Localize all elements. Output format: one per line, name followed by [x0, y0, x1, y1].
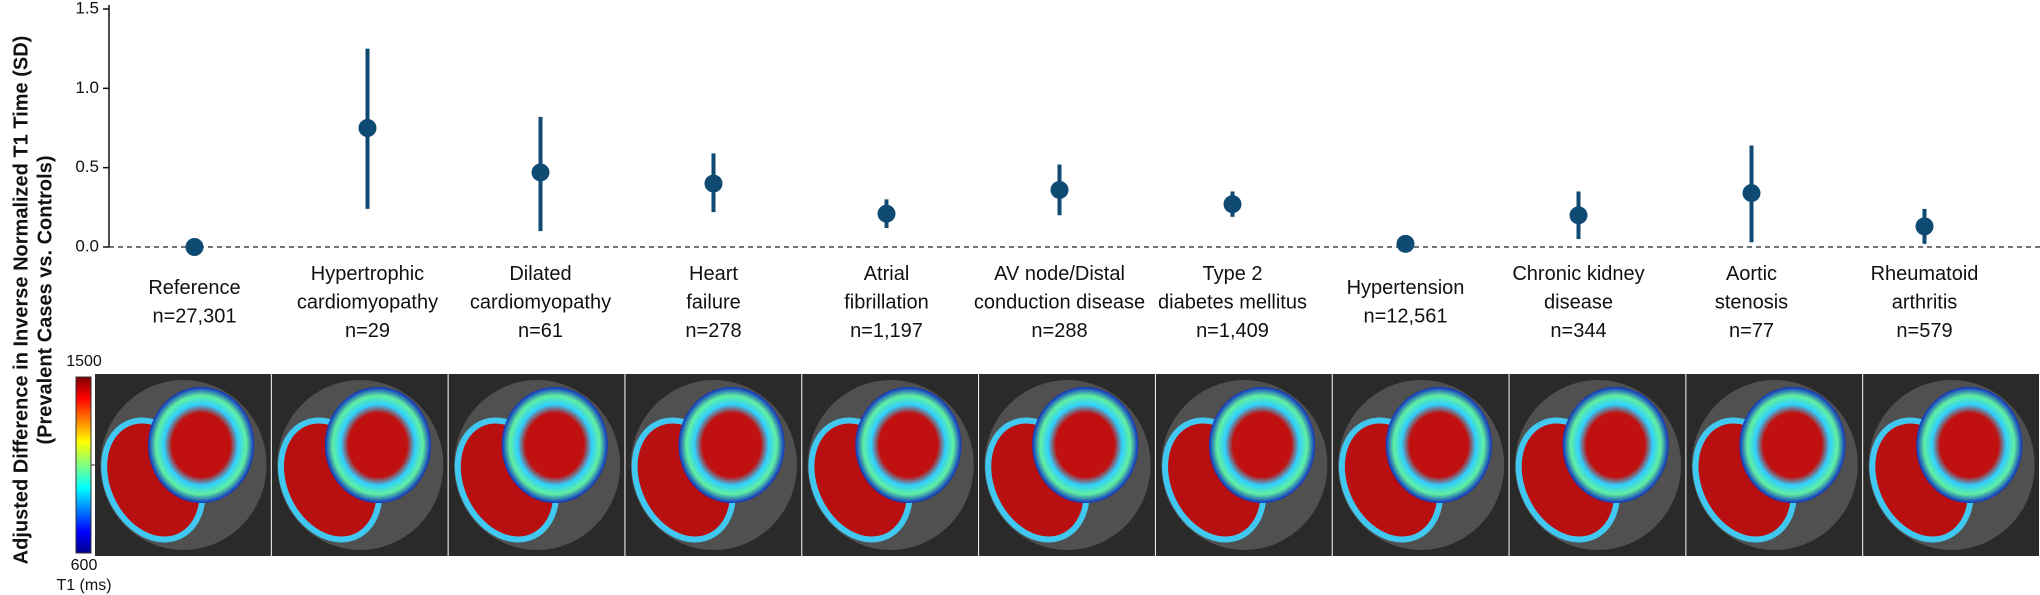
x-tick-label: n=579 — [1896, 320, 1952, 342]
colorbar-min: 600 — [71, 557, 98, 574]
lv-myocardium — [501, 387, 608, 503]
x-tick-label: disease — [1544, 291, 1613, 313]
x-tick-label: cardiomyopathy — [297, 291, 438, 313]
x-tick-label: Rheumatoid — [1871, 263, 1979, 285]
x-tick-label: n=29 — [345, 320, 390, 342]
lv-myocardium — [678, 387, 785, 503]
point-estimate — [877, 204, 896, 223]
x-tick-label: Dilated — [509, 263, 571, 285]
x-tick-label: Chronic kidney — [1512, 263, 1644, 285]
lv-myocardium — [148, 387, 255, 503]
x-tick-label: n=77 — [1729, 320, 1774, 342]
x-tick-label: Type 2 — [1202, 263, 1262, 285]
x-tick-label: n=27,301 — [153, 306, 237, 328]
x-tick-label: fibrillation — [844, 291, 928, 313]
lv-myocardium — [324, 387, 431, 503]
y-tick-label: 0.0 — [75, 236, 99, 255]
x-tick-label: Heart — [689, 263, 738, 285]
lv-myocardium — [1562, 387, 1669, 503]
x-tick-label: Hypertrophic — [311, 263, 424, 285]
point-estimate — [1396, 234, 1415, 253]
colorbar-max: 1500 — [66, 353, 102, 370]
x-tick-label: AV node/Distal — [994, 263, 1125, 285]
point-estimate — [1915, 217, 1934, 236]
y-tick-label: 0.5 — [75, 157, 99, 176]
x-tick-label: n=344 — [1550, 320, 1606, 342]
x-tick-label: Hypertension — [1347, 277, 1465, 299]
y-tick-label: 1.0 — [75, 78, 99, 97]
point-estimate — [1742, 184, 1761, 203]
lv-myocardium — [855, 387, 962, 503]
lv-myocardium — [1739, 387, 1846, 503]
x-tick-label: conduction disease — [974, 291, 1145, 313]
colorbar-label: T1 (ms) — [56, 577, 111, 594]
x-tick-label: Reference — [148, 277, 240, 299]
x-tick-label: Atrial — [864, 263, 910, 285]
x-tick-label: arthritis — [1892, 291, 1958, 313]
y-axis-title: Adjusted Difference in Inverse Normalize… — [10, 36, 56, 565]
point-estimate — [1223, 195, 1242, 214]
x-tick-label: n=288 — [1031, 320, 1087, 342]
lv-myocardium — [1032, 387, 1139, 503]
x-tick-label: n=61 — [518, 320, 563, 342]
x-tick-label: n=1,197 — [850, 320, 923, 342]
point-estimate — [704, 174, 723, 193]
y-tick-label: 1.5 — [75, 0, 99, 17]
x-tick-label: n=278 — [685, 320, 741, 342]
lv-myocardium — [1385, 387, 1492, 503]
lv-myocardium — [1916, 387, 2023, 503]
x-tick-label: Aortic — [1726, 263, 1777, 285]
point-estimate — [531, 163, 550, 182]
point-estimate — [185, 238, 204, 256]
x-tick-label: failure — [686, 291, 740, 313]
x-tick-label: n=12,561 — [1364, 306, 1448, 328]
y-axis-title-line: (Prevalent Cases vs. Controls) — [34, 156, 56, 445]
point-estimate — [1569, 206, 1588, 225]
x-tick-label: diabetes mellitus — [1158, 291, 1307, 313]
lv-myocardium — [1208, 387, 1316, 503]
x-tick-label: stenosis — [1715, 291, 1788, 313]
x-tick-label: cardiomyopathy — [470, 291, 611, 313]
colorbar — [75, 376, 92, 554]
y-axis-title-line: Adjusted Difference in Inverse Normalize… — [10, 36, 32, 565]
x-tick-label: n=1,409 — [1196, 320, 1269, 342]
point-estimate — [1050, 180, 1069, 199]
point-estimate — [358, 119, 377, 137]
